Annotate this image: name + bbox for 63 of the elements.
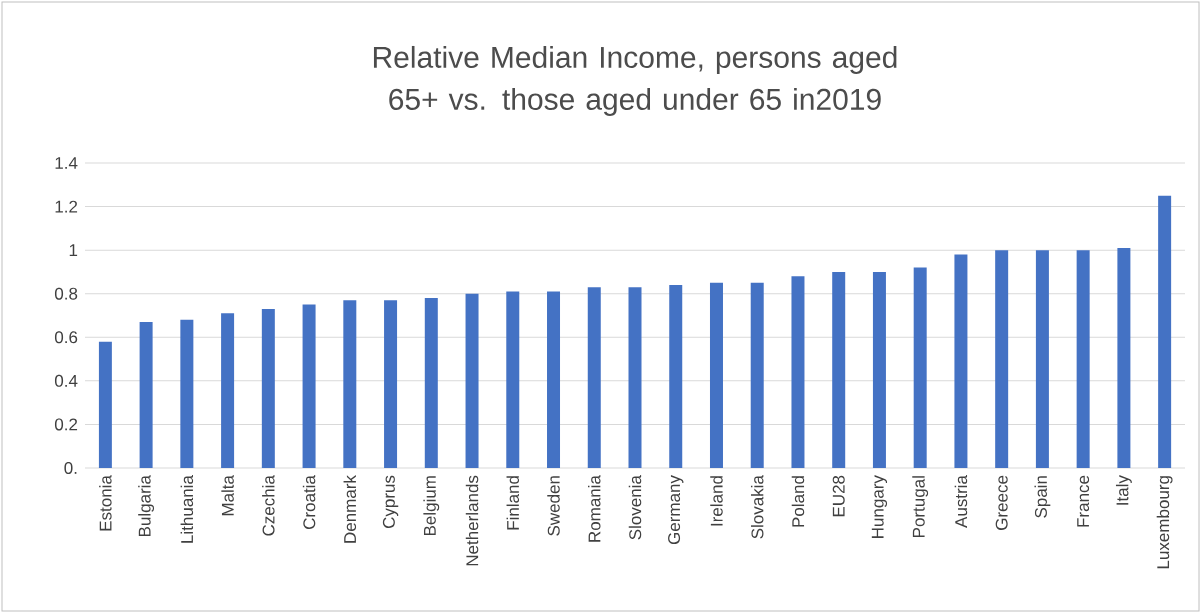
x-tick-label: Bulgaria xyxy=(138,475,155,537)
x-tick-label: Cyprus xyxy=(382,475,399,529)
bar xyxy=(98,341,112,468)
x-tick-label: Poland xyxy=(791,476,805,527)
bar xyxy=(261,308,275,468)
bar xyxy=(954,254,968,468)
y-tick-label: 0.2 xyxy=(54,418,78,431)
y-tick-label: 0.6 xyxy=(54,331,78,344)
bar xyxy=(872,271,886,468)
x-tick-label: Netherlands xyxy=(465,475,479,566)
bar xyxy=(669,284,683,468)
bar xyxy=(424,298,438,468)
chart-title: Relative Median Income, persons aged 65+ vs. those aged under 65 in2019 xyxy=(373,45,897,116)
x-tick-label: Italy xyxy=(1115,475,1132,505)
x-tick-label: Slovenia xyxy=(628,475,642,540)
bar xyxy=(547,291,561,468)
bar xyxy=(302,304,316,468)
x-tick-label: Greece xyxy=(995,475,1008,530)
x-tick-label: Hungary xyxy=(871,475,888,538)
y-tick-label: 0.4 xyxy=(54,374,78,387)
bar xyxy=(180,319,194,468)
x-tick-label: Croatia xyxy=(302,475,316,529)
bar xyxy=(832,271,846,468)
x-tick-label: Slovakia xyxy=(750,475,764,539)
x-tick-label: Lithuania xyxy=(180,475,194,543)
x-tick-label: Estonia xyxy=(99,475,112,531)
y-tick-label: 1.2 xyxy=(55,200,78,213)
bar xyxy=(709,282,723,468)
bar xyxy=(913,267,927,468)
x-tick-label: France xyxy=(1077,475,1090,527)
y-tick-label: 1.4 xyxy=(55,157,78,169)
x-tick-label: Belgium xyxy=(423,476,440,536)
bar xyxy=(465,293,479,468)
x-tick-label: Malta xyxy=(221,475,234,516)
bar xyxy=(221,313,235,468)
bar xyxy=(139,322,153,468)
x-tick-label: EU28 xyxy=(832,475,845,517)
bar xyxy=(506,291,520,468)
x-tick-label: Czechia xyxy=(262,475,275,536)
y-tick-label: 0. xyxy=(64,461,77,474)
bar xyxy=(1035,250,1049,468)
bar xyxy=(343,300,357,468)
bar xyxy=(384,300,398,468)
x-tick-label: Spain xyxy=(1034,476,1051,518)
x-tick-label: Ireland xyxy=(710,476,723,526)
bar xyxy=(1076,250,1090,468)
x-tick-label: Sweden xyxy=(547,476,560,536)
bar xyxy=(995,250,1009,468)
x-tick-label: Romania xyxy=(588,475,601,542)
x-tick-label: Germany xyxy=(668,475,684,545)
y-tick-label: 0.8 xyxy=(54,287,78,300)
bar xyxy=(1158,195,1172,468)
bar xyxy=(587,287,601,468)
x-tick-label: Luxembourg xyxy=(1156,476,1173,569)
x-tick-label: Finland xyxy=(506,476,520,530)
bar xyxy=(750,282,764,468)
bar xyxy=(791,276,805,468)
x-tick-label: Austria xyxy=(954,475,968,528)
x-tick-label: Denmark xyxy=(343,475,357,543)
bar xyxy=(1117,247,1131,468)
y-tick-label: 1 xyxy=(69,244,78,256)
bar xyxy=(628,287,642,468)
x-tick-label: Portugal xyxy=(912,476,929,537)
